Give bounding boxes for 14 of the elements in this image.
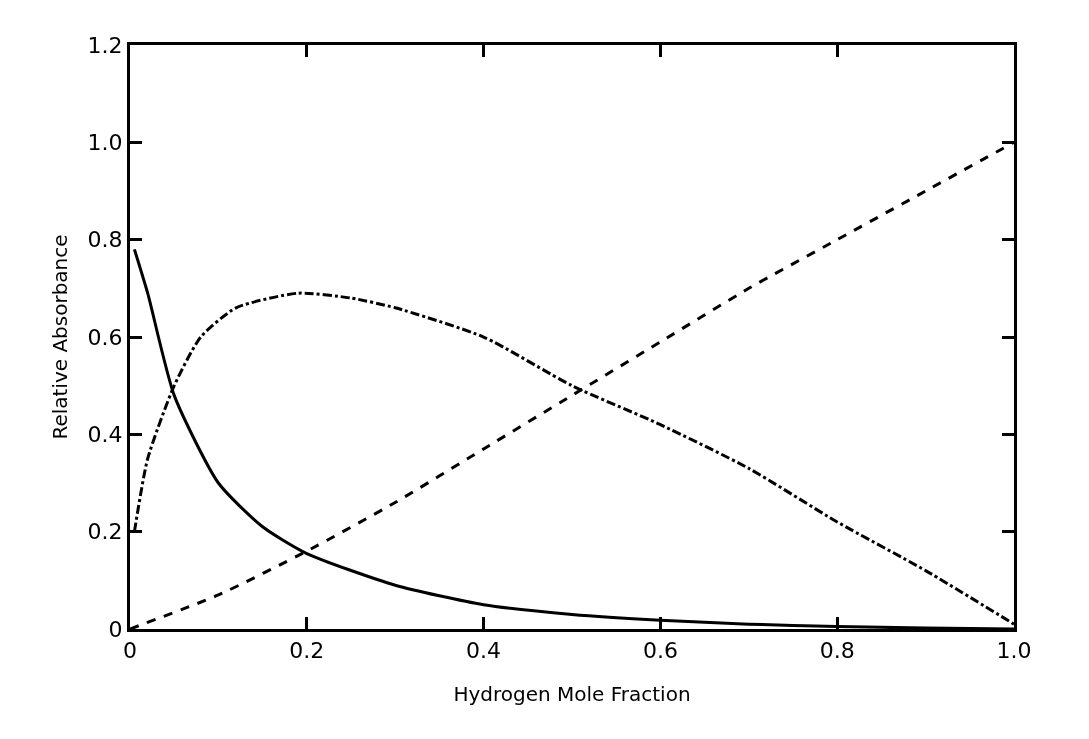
x-tick-label: 1.0 (996, 638, 1032, 664)
y-tick-label: 0.8 (87, 227, 123, 253)
x-tick-label: 0.8 (819, 638, 855, 664)
y-tick-label: 0.2 (87, 519, 123, 545)
y-tick-label: 1.0 (87, 130, 123, 156)
y-tick-label: 0.6 (87, 324, 123, 350)
y-tick-label: 0.4 (87, 422, 123, 448)
x-tick-label: 0.6 (642, 638, 678, 664)
x-tick-label: 0.2 (289, 638, 325, 664)
y-tick-label: 0 (108, 616, 123, 642)
y-tick-label: 1.2 (87, 32, 123, 58)
y-axis-title: Relative Absorbance (48, 234, 73, 440)
x-axis-title: Hydrogen Mole Fraction (453, 681, 691, 706)
x-tick-label: 0.4 (466, 638, 502, 664)
